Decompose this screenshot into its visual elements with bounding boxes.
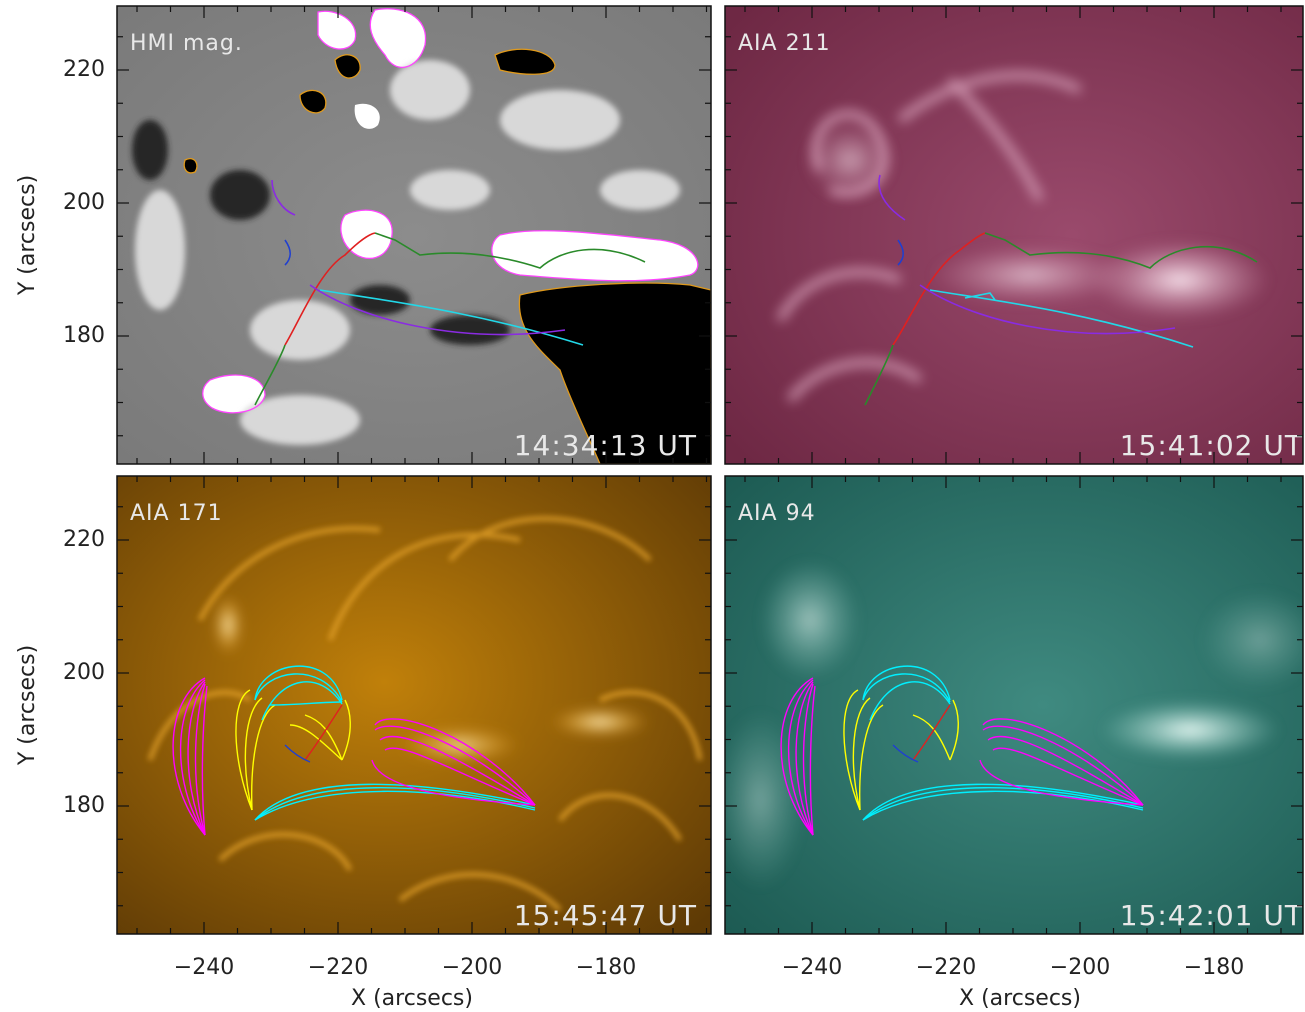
positive-polarity-speckles bbox=[135, 60, 680, 445]
x-tick-label: −240 bbox=[782, 955, 842, 980]
negative-contours bbox=[183, 48, 711, 464]
panel-aia-171: AIA 171 15:45:47 UT bbox=[117, 476, 711, 934]
y-axis-label-bottom: Y (arcsecs) bbox=[15, 645, 40, 766]
magenta-fieldlines-right bbox=[979, 718, 1144, 806]
cyan-line bbox=[929, 289, 1194, 348]
timestamp: 14:34:13 UT bbox=[514, 429, 697, 462]
fieldlines-94 bbox=[780, 665, 1144, 836]
y-tick-label: 200 bbox=[63, 190, 105, 215]
negative-polarity-patches bbox=[184, 49, 711, 464]
bright-arcade-211 bbox=[805, 120, 1270, 320]
cyan-fieldlines bbox=[254, 665, 536, 821]
green-line bbox=[864, 232, 1258, 406]
x-tick-label: −240 bbox=[174, 955, 234, 980]
fieldlines-171 bbox=[172, 665, 536, 836]
panel-label: AIA 171 bbox=[130, 501, 223, 526]
blue-line bbox=[284, 239, 292, 266]
panel-171-background bbox=[117, 476, 711, 934]
overlay-lines-hmi bbox=[254, 179, 646, 406]
y-tick-labels-bottom: 220 200 180 bbox=[63, 527, 105, 818]
timestamp: 15:42:01 UT bbox=[1120, 899, 1303, 932]
diffuse-emission-94 bbox=[725, 560, 1303, 890]
x-axis-label-left: X (arcsecs) bbox=[351, 986, 473, 1011]
y-tick-label: 180 bbox=[63, 323, 105, 348]
panel-211-background bbox=[725, 6, 1303, 464]
y-tick-label: 180 bbox=[63, 793, 105, 818]
x-tick-label: −180 bbox=[1184, 955, 1244, 980]
panel-aia-211: AIA 211 15:41:02 UT bbox=[725, 6, 1303, 464]
red-line bbox=[304, 704, 343, 761]
magenta-fieldlines-left bbox=[172, 677, 208, 836]
violet-line bbox=[271, 179, 566, 336]
panel-label: AIA 211 bbox=[738, 31, 831, 56]
x-tick-labels-left: −240 −220 −200 −180 bbox=[174, 955, 636, 980]
blue-line bbox=[284, 744, 311, 763]
x-tick-label: −180 bbox=[576, 955, 636, 980]
magenta-fieldlines-right bbox=[371, 718, 536, 806]
x-tick-labels-right: −240 −220 −200 −180 bbox=[782, 955, 1244, 980]
panel-frames bbox=[116, 5, 1304, 935]
timestamp: 15:41:02 UT bbox=[1120, 429, 1303, 462]
positive-contours bbox=[202, 8, 699, 414]
x-tick-label: −200 bbox=[442, 955, 502, 980]
y-axis-label-top: Y (arcsecs) bbox=[15, 175, 40, 296]
negative-polarity-speckles bbox=[132, 120, 510, 345]
axis-ticks bbox=[117, 6, 1303, 934]
violet-line bbox=[878, 174, 1176, 335]
y-tick-label: 220 bbox=[63, 57, 105, 82]
x-axis-label-right: X (arcsecs) bbox=[959, 986, 1081, 1011]
panel-hmi-magnetogram: HMI mag. 14:34:13 UT bbox=[117, 6, 711, 464]
yellow-fieldlines bbox=[235, 689, 351, 811]
y-tick-label: 200 bbox=[63, 660, 105, 685]
x-tick-label: −220 bbox=[916, 955, 976, 980]
y-tick-label: 220 bbox=[63, 527, 105, 552]
timestamp: 15:45:47 UT bbox=[514, 899, 697, 932]
blue-line bbox=[897, 239, 905, 266]
x-tick-label: −220 bbox=[308, 955, 368, 980]
x-tick-label: −200 bbox=[1050, 955, 1110, 980]
green-line bbox=[254, 232, 646, 406]
overlay-lines-211 bbox=[864, 174, 1258, 406]
panel-label: AIA 94 bbox=[738, 501, 816, 526]
y-tick-labels-top: 220 200 180 bbox=[63, 57, 105, 348]
red-line bbox=[912, 704, 951, 761]
yellow-fieldlines bbox=[843, 689, 959, 811]
magenta-fieldlines-left bbox=[780, 677, 816, 836]
red-line bbox=[284, 232, 376, 346]
positive-polarity-patches bbox=[202, 8, 698, 413]
red-line bbox=[892, 232, 986, 346]
panel-label: HMI mag. bbox=[130, 31, 243, 56]
panel-aia-94: AIA 94 15:42:01 UT bbox=[725, 476, 1303, 934]
blue-line bbox=[892, 744, 919, 763]
